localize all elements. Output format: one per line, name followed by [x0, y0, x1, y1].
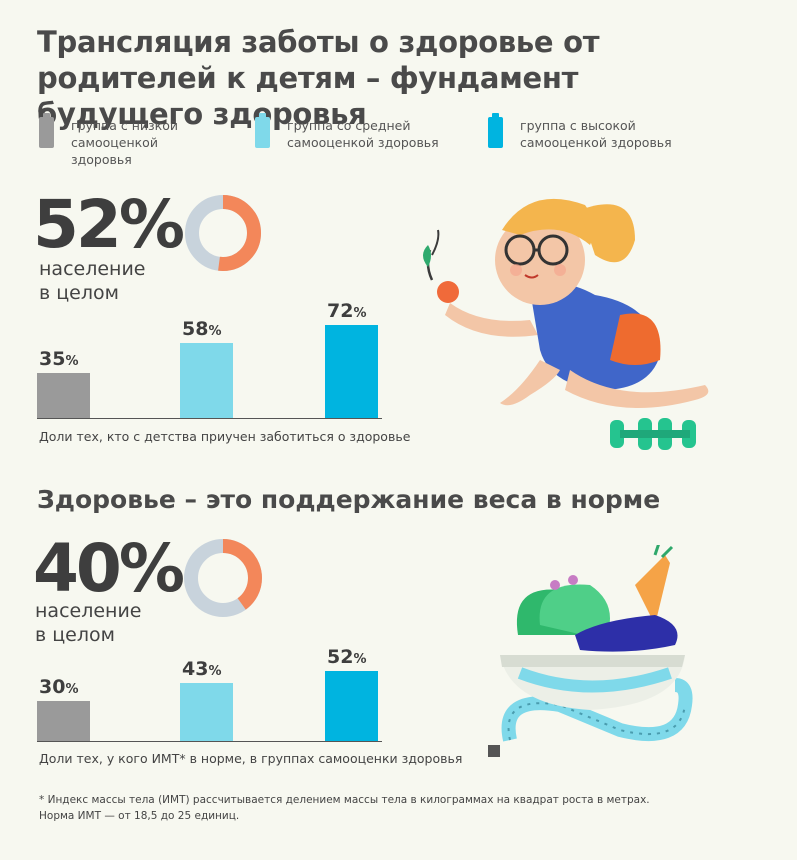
population-label: население в целом	[35, 600, 142, 646]
battery-icon	[255, 113, 270, 148]
legend-label-low: группа с низкой самооценкой здоровья	[71, 118, 178, 167]
axis-baseline	[37, 741, 382, 742]
population-donut	[184, 539, 262, 617]
donut-arc	[184, 539, 262, 617]
child-illustration	[423, 198, 709, 450]
footnote: * Индекс массы тела (ИМТ) рассчитывается…	[39, 794, 650, 822]
battery-icon	[39, 113, 54, 148]
bar-high	[325, 671, 378, 741]
bar-value-label: 58%	[182, 318, 222, 340]
population-donut	[185, 195, 261, 271]
vegetables-illustration	[488, 545, 693, 757]
bar-low	[37, 373, 90, 418]
bar-chart-2: 30% 43% 52%	[37, 640, 382, 742]
bar-low	[37, 701, 90, 741]
chart-caption-2: Доли тех, у кого ИМТ* в норме, в группах…	[39, 751, 463, 766]
bar-mid	[180, 683, 233, 741]
bar-value-label: 43%	[182, 658, 222, 680]
bar-value-label: 52%	[327, 646, 367, 668]
bar-high	[325, 325, 378, 418]
population-percent: 52%	[33, 186, 185, 263]
bar-mid	[180, 343, 233, 418]
page-title: Трансляция заботы о здоровье от родителе…	[37, 25, 600, 131]
legend-label-mid: группа со средней самооценкой здоровья	[287, 118, 439, 150]
axis-baseline	[37, 418, 382, 419]
battery-icon	[488, 113, 503, 148]
bar-chart-1: 35% 58% 72%	[37, 290, 382, 419]
population-percent: 40%	[33, 530, 185, 607]
chart-caption-1: Доли тех, кто с детства приучен заботить…	[39, 429, 411, 444]
legend-label-high: группа с высокой самооценкой здоровья	[520, 118, 672, 150]
population-label: население в целом	[39, 258, 146, 304]
bar-value-label: 72%	[327, 300, 367, 322]
section-heading: Здоровье – это поддержание веса в норме	[37, 485, 661, 514]
bar-value-label: 35%	[39, 348, 79, 370]
donut-arc	[185, 195, 261, 271]
bar-value-label: 30%	[39, 676, 79, 698]
